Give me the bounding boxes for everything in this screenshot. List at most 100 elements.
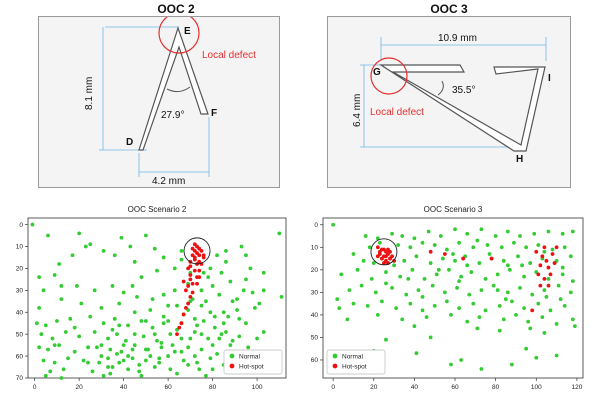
normal-point bbox=[406, 276, 411, 281]
normal-point bbox=[550, 247, 555, 252]
normal-point bbox=[166, 303, 171, 308]
normal-point bbox=[351, 301, 356, 306]
normal-point bbox=[560, 265, 565, 270]
normal-point bbox=[394, 306, 399, 311]
y-tick-label: 70 bbox=[16, 375, 24, 382]
normal-point bbox=[143, 233, 148, 238]
normal-point bbox=[554, 353, 559, 358]
normal-point bbox=[512, 240, 516, 245]
hotspot-point bbox=[190, 281, 195, 286]
normal-point bbox=[518, 234, 522, 238]
hotspot-point bbox=[442, 252, 447, 256]
normal-point bbox=[63, 330, 68, 334]
normal-point bbox=[440, 256, 445, 261]
y-tick-label: 60 bbox=[16, 353, 24, 360]
normal-point bbox=[159, 345, 164, 350]
normal-point bbox=[99, 343, 104, 348]
y-tick-label: 60 bbox=[311, 357, 319, 364]
normal-point bbox=[181, 358, 186, 363]
normal-point bbox=[570, 229, 575, 234]
normal-point bbox=[485, 243, 490, 247]
normal-point bbox=[248, 266, 253, 271]
normal-point bbox=[335, 297, 340, 302]
normal-point bbox=[121, 290, 126, 295]
normal-point bbox=[261, 330, 266, 334]
normal-point bbox=[453, 258, 457, 263]
normal-point bbox=[432, 303, 437, 308]
normal-point bbox=[560, 231, 565, 236]
normal-point bbox=[544, 294, 549, 299]
hotspot-point bbox=[375, 245, 380, 250]
normal-point bbox=[130, 284, 135, 288]
normal-point bbox=[59, 297, 64, 301]
normal-point bbox=[139, 319, 144, 323]
normal-point bbox=[347, 288, 352, 293]
legend-entry: Normal bbox=[342, 354, 364, 361]
normal-point bbox=[518, 285, 522, 290]
normal-point bbox=[465, 319, 470, 324]
normal-point bbox=[66, 356, 70, 361]
normal-point bbox=[132, 259, 137, 264]
normal-point bbox=[126, 354, 130, 358]
normal-point bbox=[390, 285, 394, 290]
hotspot-highlight-circle bbox=[183, 237, 211, 265]
normal-point bbox=[155, 338, 159, 343]
normal-point bbox=[339, 272, 344, 277]
normal-point bbox=[404, 292, 409, 297]
normal-point bbox=[110, 284, 115, 288]
ooc3-diagram: G I H 35.5° Local defect 6.4 mm 10.9 mm bbox=[352, 33, 551, 165]
normal-point bbox=[110, 327, 115, 332]
normal-point bbox=[117, 360, 122, 365]
ooc3-triangle-shape bbox=[378, 64, 546, 152]
normal-point bbox=[244, 253, 248, 258]
normal-point bbox=[568, 290, 573, 295]
normal-point bbox=[237, 316, 242, 321]
normal-point bbox=[530, 292, 535, 297]
hotspot-point bbox=[197, 275, 202, 280]
normal-point bbox=[186, 345, 191, 350]
hotspot-point bbox=[186, 301, 191, 306]
normal-point bbox=[449, 362, 453, 367]
normal-point bbox=[255, 336, 259, 341]
normal-point bbox=[241, 288, 246, 293]
legend-entry: Normal bbox=[239, 354, 261, 361]
normal-point bbox=[445, 247, 449, 252]
ooc2-diagram: E F D 27.9° Local defect 8.1 mm 4.2 mm bbox=[84, 17, 256, 187]
normal-point bbox=[363, 234, 368, 238]
normal-point bbox=[219, 270, 224, 275]
normal-point bbox=[457, 240, 461, 245]
normal-point bbox=[119, 349, 124, 354]
normal-point bbox=[52, 360, 57, 365]
normal-point bbox=[279, 295, 284, 299]
normal-point bbox=[135, 295, 139, 299]
normal-point bbox=[137, 369, 142, 374]
normal-point bbox=[57, 262, 62, 266]
y-tick-label: 20 bbox=[16, 266, 24, 273]
normal-point bbox=[495, 288, 500, 293]
normal-point bbox=[86, 360, 90, 365]
y-tick-label: 40 bbox=[16, 309, 24, 316]
normal-point bbox=[37, 305, 42, 310]
normal-point bbox=[465, 231, 470, 236]
x-tick-label: 80 bbox=[209, 384, 217, 391]
normal-point bbox=[534, 355, 539, 360]
normal-point bbox=[150, 297, 155, 301]
normal-point bbox=[217, 336, 222, 341]
normal-point bbox=[192, 316, 197, 321]
normal-point bbox=[86, 345, 90, 350]
normal-point bbox=[487, 252, 492, 256]
normal-point bbox=[172, 266, 177, 271]
scatter-plot-svg: OOC Scenario 2 0 20 40 60 80 100 0 10 20 30 40 50 60 7… bbox=[16, 205, 287, 391]
hotspot-point bbox=[375, 254, 380, 259]
hotspot-point bbox=[530, 308, 535, 313]
normal-point bbox=[161, 314, 166, 319]
normal-point bbox=[420, 240, 425, 245]
hotspot-point bbox=[201, 253, 206, 258]
ooc3-width-label: 10.9 mm bbox=[438, 33, 477, 44]
normal-point bbox=[201, 270, 206, 275]
normal-point bbox=[139, 275, 144, 280]
hotspot-point bbox=[390, 254, 394, 259]
normal-point bbox=[510, 362, 514, 367]
x-tick-label: 40 bbox=[120, 384, 128, 391]
normal-point bbox=[39, 332, 44, 337]
